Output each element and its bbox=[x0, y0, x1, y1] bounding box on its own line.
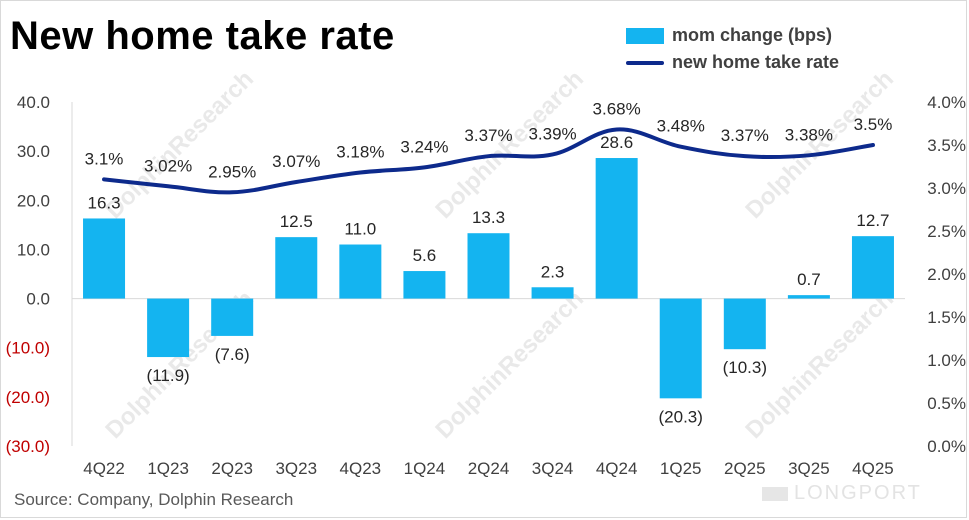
take-rate-point bbox=[487, 154, 490, 158]
take-rate-point bbox=[166, 184, 170, 188]
bar bbox=[723, 298, 766, 350]
line-data-label: 3.5% bbox=[854, 115, 893, 134]
take-rate-point bbox=[615, 128, 619, 132]
bar-data-label: 2.3 bbox=[541, 262, 565, 281]
legend-label-bar: mom change (bps) bbox=[672, 25, 833, 45]
bar-data-label: 0.7 bbox=[797, 270, 821, 289]
bar-data-label: (7.6) bbox=[215, 345, 250, 364]
watermark-brand: LONGPORT bbox=[762, 482, 922, 505]
line-data-label: 3.39% bbox=[528, 124, 576, 143]
bar bbox=[211, 298, 254, 336]
left-tick-label: 0.0 bbox=[26, 290, 50, 309]
bar-data-label: 28.6 bbox=[600, 133, 633, 152]
bar-data-label: (11.9) bbox=[147, 366, 190, 385]
left-tick-label: 20.0 bbox=[17, 191, 50, 210]
watermark-brand-text: LONGPORT bbox=[794, 482, 922, 504]
bar bbox=[467, 233, 510, 299]
line-data-label: 3.68% bbox=[593, 100, 641, 119]
x-tick-label: 2Q24 bbox=[468, 459, 510, 478]
bar bbox=[531, 287, 574, 299]
left-tick-label: (10.0) bbox=[6, 339, 50, 358]
take-rate-point bbox=[807, 153, 811, 157]
left-tick-label: (20.0) bbox=[6, 388, 50, 407]
bar bbox=[851, 236, 894, 299]
brand-logo-icon bbox=[762, 486, 788, 501]
legend-item-bar: mom change (bps) bbox=[626, 22, 839, 49]
line-data-label: 3.02% bbox=[144, 156, 192, 175]
x-tick-label: 1Q24 bbox=[404, 459, 446, 478]
line-data-label: 2.95% bbox=[208, 162, 256, 181]
legend: mom change (bps) new home take rate bbox=[626, 22, 839, 76]
x-tick-label: 4Q22 bbox=[83, 459, 125, 478]
bar-data-label: (20.3) bbox=[659, 407, 703, 426]
right-tick-label: 3.5% bbox=[927, 136, 966, 155]
right-tick-label: 2.5% bbox=[927, 222, 966, 241]
bar-data-label: 13.3 bbox=[472, 208, 505, 227]
legend-label-line: new home take rate bbox=[672, 52, 840, 72]
bar-data-label: 11.0 bbox=[344, 220, 376, 239]
bar-data-label: 5.6 bbox=[413, 246, 437, 265]
right-tick-label: 0.0% bbox=[927, 437, 966, 456]
x-tick-label: 4Q24 bbox=[596, 459, 638, 478]
x-tick-label: 2Q25 bbox=[724, 459, 766, 478]
x-tick-label: 1Q25 bbox=[660, 459, 702, 478]
x-tick-label: 4Q23 bbox=[340, 459, 382, 478]
take-rate-point bbox=[358, 171, 362, 175]
bar bbox=[83, 218, 126, 299]
right-tick-label: 1.5% bbox=[927, 308, 966, 327]
take-rate-point bbox=[102, 177, 106, 181]
left-tick-label: 40.0 bbox=[17, 93, 50, 112]
line-data-label: 3.38% bbox=[785, 125, 833, 144]
bar bbox=[403, 271, 446, 299]
line-data-label: 3.24% bbox=[400, 137, 448, 156]
right-tick-label: 1.0% bbox=[927, 351, 966, 370]
bar bbox=[659, 298, 702, 399]
take-rate-point bbox=[679, 145, 683, 149]
x-tick-label: 4Q25 bbox=[852, 459, 894, 478]
watermark-text: DolphinResearch bbox=[430, 285, 589, 444]
bar bbox=[339, 244, 382, 299]
legend-item-line: new home take rate bbox=[626, 49, 839, 76]
x-tick-label: 3Q25 bbox=[788, 459, 830, 478]
legend-swatch-bar bbox=[626, 27, 664, 44]
take-rate-point bbox=[743, 154, 747, 158]
legend-swatch-line bbox=[626, 60, 664, 65]
bar bbox=[787, 295, 830, 299]
bar-data-label: 16.3 bbox=[87, 193, 120, 212]
left-tick-label: 30.0 bbox=[17, 142, 50, 161]
line-data-label: 3.1% bbox=[85, 149, 124, 168]
line-data-label: 3.07% bbox=[272, 152, 320, 171]
bar bbox=[275, 237, 318, 299]
take-rate-point bbox=[422, 165, 426, 169]
line-data-label: 3.37% bbox=[721, 126, 769, 145]
line-data-label: 3.37% bbox=[464, 126, 512, 145]
x-tick-label: 3Q24 bbox=[532, 459, 574, 478]
right-tick-label: 3.0% bbox=[927, 179, 966, 198]
watermark-text: DolphinResearch bbox=[100, 65, 259, 224]
take-rate-point bbox=[871, 143, 875, 147]
bar bbox=[595, 158, 638, 299]
bar bbox=[147, 298, 190, 358]
x-tick-label: 2Q23 bbox=[211, 459, 253, 478]
chart-title: New home take rate bbox=[10, 14, 395, 58]
left-tick-label: 10.0 bbox=[17, 240, 50, 259]
x-tick-label: 1Q23 bbox=[147, 459, 189, 478]
x-tick-label: 3Q23 bbox=[275, 459, 317, 478]
bar-data-label: 12.5 bbox=[280, 212, 313, 231]
bar-data-label: 12.7 bbox=[856, 211, 889, 230]
source-note: Source: Company, Dolphin Research bbox=[14, 490, 294, 509]
take-rate-point bbox=[294, 180, 298, 184]
right-tick-label: 4.0% bbox=[927, 93, 966, 112]
bar-data-label: (10.3) bbox=[723, 358, 767, 377]
left-tick-label: (30.0) bbox=[6, 437, 50, 456]
right-tick-label: 0.5% bbox=[927, 394, 966, 413]
line-data-label: 3.48% bbox=[657, 117, 705, 136]
take-rate-point bbox=[230, 190, 234, 194]
right-tick-label: 2.0% bbox=[927, 265, 966, 284]
line-data-label: 3.18% bbox=[336, 143, 384, 162]
take-rate-point bbox=[551, 152, 555, 156]
